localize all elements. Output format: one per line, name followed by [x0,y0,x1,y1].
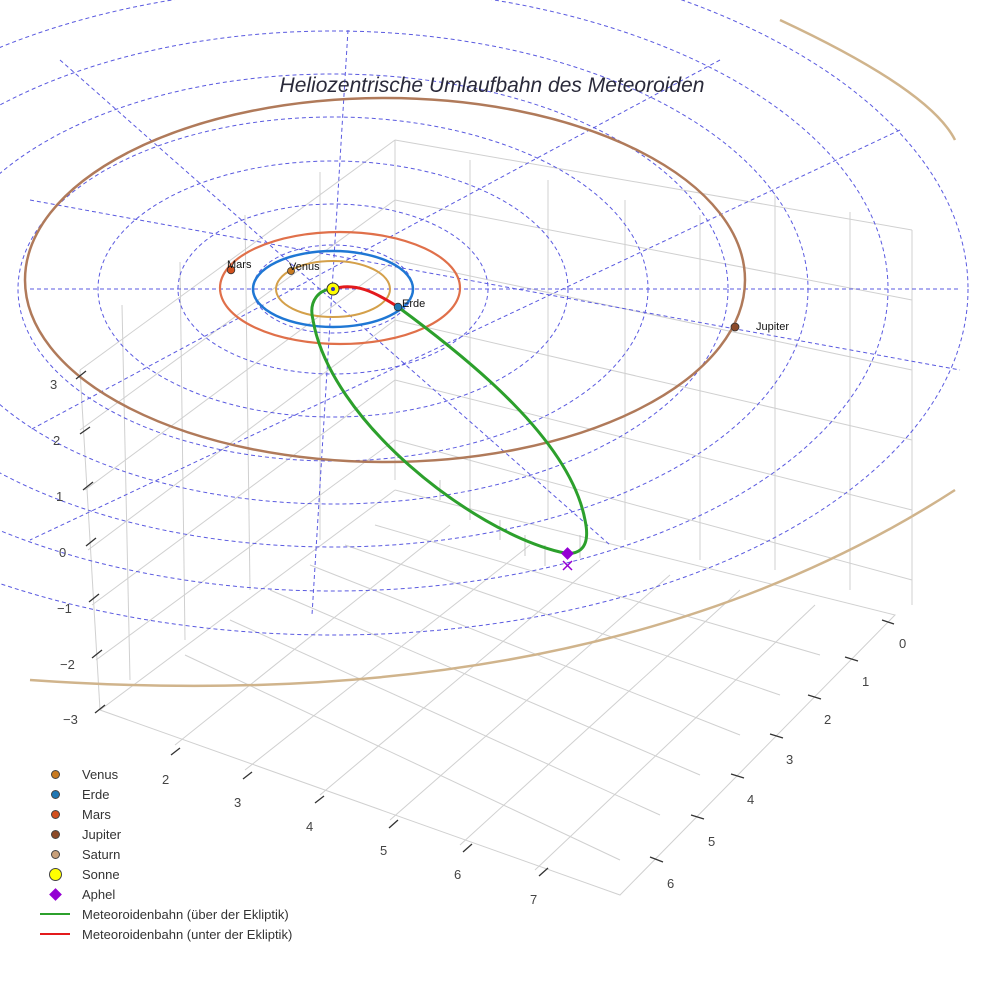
z-tick-0: 0 [59,545,66,560]
y-tick-7: 7 [530,892,537,907]
venus-dot-icon [38,764,72,784]
legend-label: Sonne [82,866,120,882]
venus-marker[interactable] [287,267,295,275]
mars-marker[interactable] [226,265,236,275]
legend-label: Erde [82,786,110,802]
meteoroid-orbit-above [310,287,588,555]
legend-item-sonne[interactable]: Sonne [38,864,292,884]
x-tick-1: 1 [862,674,869,689]
jupiter-orbit [23,96,747,464]
z-tick-m1: −1 [57,601,72,616]
legend-item-saturn[interactable]: Saturn [38,844,292,864]
z-tick-2: 2 [53,433,60,448]
earth-orbit [251,249,415,329]
y-tick-3: 3 [234,795,241,810]
aphel-projection-icon [562,560,573,571]
y-axis [170,747,549,877]
sun-circle-icon [38,864,72,884]
venus-label: Venus [289,261,320,273]
y-tick-2: 2 [162,772,169,787]
aphel-marker[interactable] [561,547,574,560]
mars-orbit [218,230,462,346]
legend-label: Jupiter [82,826,122,842]
green-line-icon [38,904,72,924]
mars-dot-icon [38,804,72,824]
x-tick-0: 0 [899,636,906,651]
x-tick-5: 5 [708,834,715,849]
x-tick-6: 6 [667,876,674,891]
legend-item-orbit-below[interactable]: Meteoroidenbahn (unter der Ekliptik) [38,924,292,944]
legend-item-venus[interactable]: Venus [38,764,292,784]
venus-orbit [275,260,391,318]
y-tick-4: 4 [306,819,313,834]
erde-label: Erde [402,298,425,310]
legend-item-aphel[interactable]: Aphel [38,884,292,904]
x-axis [649,619,895,863]
sun-core [331,287,335,291]
legend: Venus Erde Mars Jupiter Saturn Sonne Aph… [38,764,292,944]
x-tick-3: 3 [786,752,793,767]
chart-title: Heliozentrische Umlaufbahn des Meteoroid… [279,74,705,97]
legend-label: Mars [82,806,111,822]
legend-item-erde[interactable]: Erde [38,784,292,804]
jupiter-dot-icon [38,824,72,844]
earth-marker[interactable] [393,302,403,312]
z-tick-m2: −2 [60,657,75,672]
saturn-dot-icon [38,844,72,864]
y-tick-6: 6 [454,867,461,882]
jupiter-label: Jupiter [756,321,789,333]
legend-label: Venus [82,766,119,782]
legend-label: Meteoroidenbahn (unter der Ekliptik) [82,926,293,942]
x-tick-2: 2 [824,712,831,727]
z-tick-1: 1 [56,489,63,504]
jupiter-marker[interactable] [730,322,740,332]
legend-item-mars[interactable]: Mars [38,804,292,824]
z-tick-m3: −3 [63,712,78,727]
legend-label: Aphel [82,886,116,902]
x-tick-4: 4 [747,792,754,807]
diamond-icon [38,884,72,904]
legend-label: Meteoroidenbahn (über der Ekliptik) [82,906,289,922]
red-line-icon [38,924,72,944]
mars-label: Mars [227,259,252,271]
z-axis [75,370,106,714]
y-tick-5: 5 [380,843,387,858]
legend-label: Saturn [82,846,121,862]
saturn-orbit [29,18,957,688]
erde-dot-icon [38,784,72,804]
legend-item-orbit-above[interactable]: Meteoroidenbahn (über der Ekliptik) [38,904,292,924]
z-tick-3: 3 [50,377,57,392]
ecliptic-grid [0,0,969,636]
legend-item-jupiter[interactable]: Jupiter [38,824,292,844]
box-grid [79,139,913,896]
